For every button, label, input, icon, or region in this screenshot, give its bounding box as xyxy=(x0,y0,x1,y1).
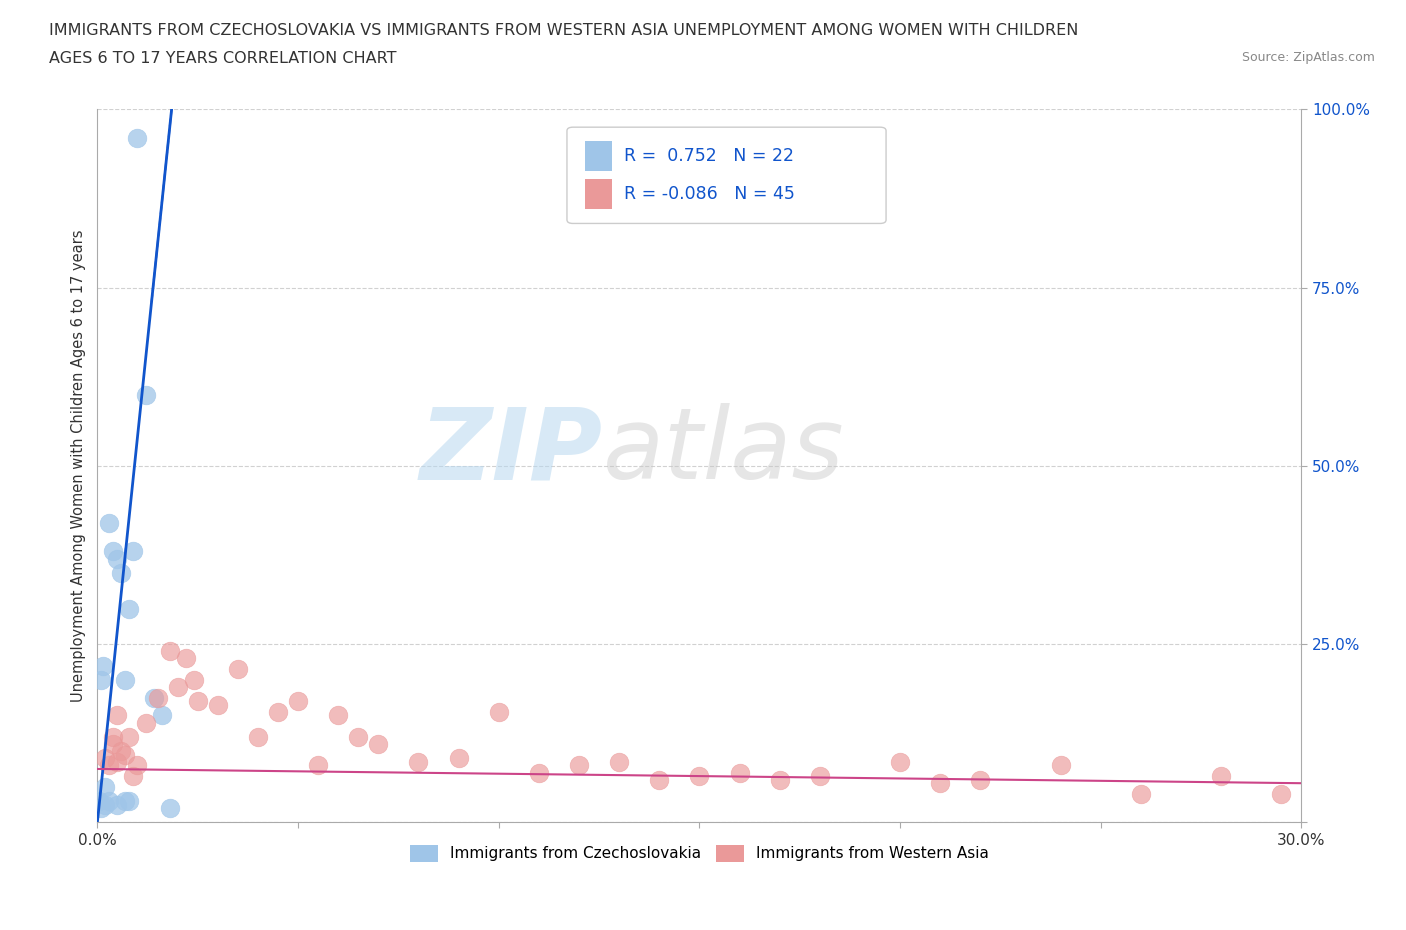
Point xyxy=(98,758,121,773)
Point xyxy=(1211,768,1233,783)
Point xyxy=(122,544,145,559)
Point xyxy=(98,515,121,530)
Bar xyxy=(585,141,612,171)
Point xyxy=(187,694,209,709)
Point xyxy=(889,754,911,769)
Point xyxy=(127,758,149,773)
Point xyxy=(307,758,329,773)
Point xyxy=(226,661,249,676)
Point xyxy=(183,672,205,687)
Point xyxy=(118,793,141,808)
Point xyxy=(89,793,111,808)
Point xyxy=(110,565,132,580)
Point xyxy=(134,387,156,402)
Point xyxy=(969,772,991,787)
Point xyxy=(114,793,136,808)
Y-axis label: Unemployment Among Women with Children Ages 6 to 17 years: Unemployment Among Women with Children A… xyxy=(72,230,86,702)
Point xyxy=(107,551,129,566)
Point xyxy=(607,754,630,769)
Point xyxy=(98,793,121,808)
Text: atlas: atlas xyxy=(603,403,845,500)
Point xyxy=(114,747,136,762)
Point xyxy=(207,698,229,712)
Point xyxy=(110,744,132,759)
Point xyxy=(94,797,117,812)
Text: R =  0.752   N = 22: R = 0.752 N = 22 xyxy=(624,148,793,166)
Point xyxy=(150,708,173,723)
Point xyxy=(93,658,115,673)
Point xyxy=(134,715,156,730)
Point xyxy=(146,690,169,705)
Point xyxy=(808,768,831,783)
Point xyxy=(107,797,129,812)
Point xyxy=(1129,787,1152,802)
Point xyxy=(118,601,141,616)
Text: Source: ZipAtlas.com: Source: ZipAtlas.com xyxy=(1241,51,1375,64)
Point xyxy=(728,765,751,780)
Point xyxy=(103,737,125,751)
Point xyxy=(527,765,550,780)
Point xyxy=(127,130,149,145)
Point xyxy=(107,708,129,723)
Point xyxy=(90,801,112,816)
Point xyxy=(929,776,952,790)
Text: IMMIGRANTS FROM CZECHOSLOVAKIA VS IMMIGRANTS FROM WESTERN ASIA UNEMPLOYMENT AMON: IMMIGRANTS FROM CZECHOSLOVAKIA VS IMMIGR… xyxy=(49,23,1078,38)
Point xyxy=(347,729,370,744)
Point xyxy=(90,672,112,687)
Text: R = -0.086   N = 45: R = -0.086 N = 45 xyxy=(624,185,794,204)
Point xyxy=(159,801,181,816)
Point xyxy=(328,708,350,723)
Point xyxy=(769,772,792,787)
Point xyxy=(142,690,165,705)
Point xyxy=(447,751,470,765)
Bar xyxy=(585,179,612,209)
Point xyxy=(688,768,710,783)
FancyBboxPatch shape xyxy=(567,127,886,223)
Point xyxy=(174,651,197,666)
Legend: Immigrants from Czechoslovakia, Immigrants from Western Asia: Immigrants from Czechoslovakia, Immigran… xyxy=(404,839,995,869)
Point xyxy=(159,644,181,658)
Point xyxy=(568,758,591,773)
Point xyxy=(166,680,188,695)
Text: AGES 6 TO 17 YEARS CORRELATION CHART: AGES 6 TO 17 YEARS CORRELATION CHART xyxy=(49,51,396,66)
Point xyxy=(103,544,125,559)
Point xyxy=(107,754,129,769)
Point xyxy=(122,768,145,783)
Point xyxy=(648,772,671,787)
Point xyxy=(118,729,141,744)
Point xyxy=(488,704,510,719)
Point xyxy=(408,754,430,769)
Point xyxy=(267,704,290,719)
Point xyxy=(287,694,309,709)
Point xyxy=(1270,787,1292,802)
Point xyxy=(114,672,136,687)
Text: ZIP: ZIP xyxy=(420,403,603,500)
Point xyxy=(367,737,389,751)
Point xyxy=(94,751,117,765)
Point xyxy=(1049,758,1071,773)
Point xyxy=(246,729,269,744)
Point xyxy=(103,729,125,744)
Point xyxy=(94,779,117,794)
